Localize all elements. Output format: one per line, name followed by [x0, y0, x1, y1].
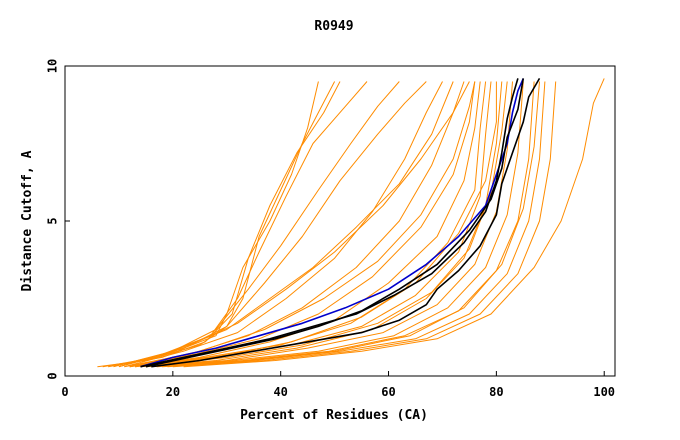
x-tick-label: 80 [489, 385, 503, 399]
series-line-3 [108, 81, 341, 368]
y-axis-label: Distance Cutoff, A [20, 150, 35, 291]
series-line-1 [97, 81, 319, 368]
x-axis-ticks: 0 20 40 60 80 100 [61, 371, 615, 399]
series-line-10 [129, 81, 481, 368]
series-line-4 [113, 81, 368, 368]
series-line-15 [151, 81, 524, 368]
series-line-21 [118, 81, 465, 368]
series-line-19 [183, 78, 605, 368]
series-line-14 [145, 81, 513, 368]
series-line-28 [145, 78, 525, 368]
series-line-18 [172, 81, 557, 368]
series-line-9 [129, 81, 476, 368]
series-line-24 [145, 81, 508, 368]
series-line-26 [140, 78, 525, 368]
y-axis-ticks: 0 5 10 [46, 59, 70, 380]
x-tick-label: 60 [381, 385, 395, 399]
series-line-7 [124, 81, 443, 368]
series-line-29 [151, 77, 541, 368]
series-line-22 [129, 81, 476, 368]
series-line-27 [140, 78, 519, 368]
series-line-13 [140, 81, 503, 368]
y-tick-label: 5 [46, 217, 60, 224]
series-line-17 [162, 81, 546, 368]
x-axis-label: Percent of Residues (CA) [240, 408, 428, 423]
series-line-5 [118, 81, 400, 368]
y-tick-label: 0 [46, 372, 60, 379]
chart-title: R0949 [314, 19, 353, 34]
y-tick-label: 10 [46, 59, 60, 73]
series-line-20 [113, 81, 454, 368]
series-line-12 [135, 81, 492, 368]
x-tick-label: 0 [61, 385, 68, 399]
x-tick-label: 100 [593, 385, 615, 399]
series-line-25 [167, 81, 540, 368]
x-tick-label: 40 [273, 385, 287, 399]
x-tick-label: 20 [166, 385, 180, 399]
plot-lines [97, 77, 605, 368]
